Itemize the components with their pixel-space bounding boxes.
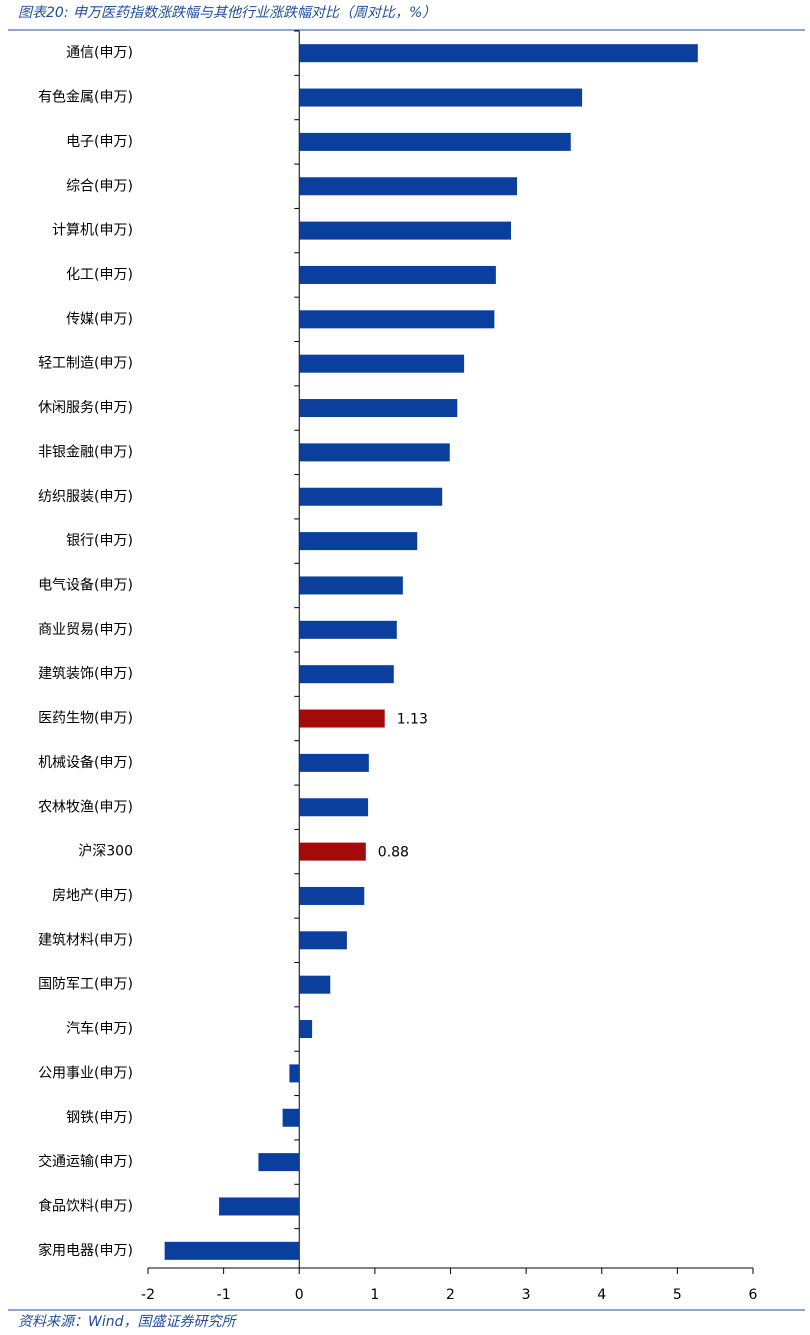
bar (299, 399, 458, 418)
bar (299, 620, 397, 639)
bar (299, 177, 518, 196)
value-label: 1.13 (397, 712, 428, 728)
y-tick-label: 化工(申万) (66, 267, 133, 283)
bar (299, 665, 394, 684)
source: 资料来源：Wind，国盛证券研究所 (18, 1314, 237, 1330)
y-tick-label: 传媒(申万) (66, 311, 133, 327)
x-tick-label: 0 (295, 1287, 304, 1303)
y-tick-label: 医药生物(申万) (38, 711, 133, 727)
y-tick-label: 综合(申万) (66, 178, 133, 194)
bar (299, 709, 385, 728)
y-tick-label: 食品饮料(申万) (38, 1197, 133, 1214)
bar (299, 221, 511, 240)
bar (258, 1153, 300, 1172)
y-tick-label: 计算机(申万) (52, 223, 133, 239)
bar (299, 753, 369, 772)
x-tick-label: 5 (673, 1287, 682, 1303)
y-tick-label: 交通运输(申万) (38, 1153, 133, 1170)
y-tick-label: 机械设备(申万) (38, 754, 133, 771)
value-label: 0.88 (378, 845, 409, 861)
x-tick-label: 6 (749, 1287, 758, 1303)
x-tick-label: 3 (522, 1287, 531, 1303)
y-tick-label: 建筑材料(申万) (38, 932, 133, 948)
bar (299, 842, 366, 861)
y-tick-label: 公用事业(申万) (38, 1065, 133, 1081)
bar (299, 44, 698, 63)
x-tick-label: 4 (597, 1287, 606, 1303)
y-tick-label: 休闲服务(申万) (38, 400, 133, 416)
bar (299, 310, 495, 329)
bar (299, 443, 450, 462)
y-tick-label: 家用电器(申万) (38, 1242, 133, 1259)
bar (219, 1197, 300, 1216)
x-tick-label: 2 (446, 1287, 455, 1303)
y-tick-label: 电子(申万) (66, 134, 133, 150)
bar (299, 576, 403, 595)
bar (299, 798, 369, 817)
bar (299, 487, 443, 506)
y-tick-label: 银行(申万) (66, 533, 133, 549)
bar (299, 1020, 313, 1039)
y-tick-label: 沪深300 (78, 844, 133, 860)
y-tick-label: 纺织服装(申万) (38, 489, 133, 505)
x-tick-label: -1 (217, 1287, 231, 1303)
y-tick-label: 钢铁(申万) (66, 1110, 133, 1126)
x-tick-label: 1 (370, 1287, 379, 1303)
bar (299, 265, 496, 284)
y-tick-label: 有色金属(申万) (38, 89, 133, 106)
bar (299, 886, 365, 905)
bar (299, 132, 571, 151)
y-tick-label: 建筑装饰(申万) (38, 666, 133, 682)
y-tick-label: 房地产(申万) (52, 888, 133, 904)
y-tick-label: 轻工制造(申万) (38, 356, 133, 372)
y-tick-label: 商业贸易(申万) (38, 622, 133, 638)
bar (299, 88, 583, 107)
y-tick-label: 通信(申万) (66, 45, 133, 61)
y-tick-label: 农林牧渔(申万) (38, 799, 133, 815)
bar (299, 931, 347, 950)
y-tick-label: 汽车(申万) (66, 1020, 133, 1037)
bar (164, 1241, 300, 1260)
y-tick-label: 非银金融(申万) (38, 444, 133, 460)
y-tick-label: 国防军工(申万) (38, 977, 133, 993)
chart-title: 图表20: 申万医药指数涨跌幅与其他行业涨跌幅对比（周对比，%） (18, 5, 436, 21)
bar (289, 1064, 300, 1083)
bar (299, 532, 418, 551)
x-tick-label: -2 (141, 1287, 155, 1303)
bar (282, 1108, 300, 1127)
y-tick-label: 电气设备(申万) (38, 576, 133, 593)
bar (299, 975, 331, 994)
bar (299, 354, 465, 373)
